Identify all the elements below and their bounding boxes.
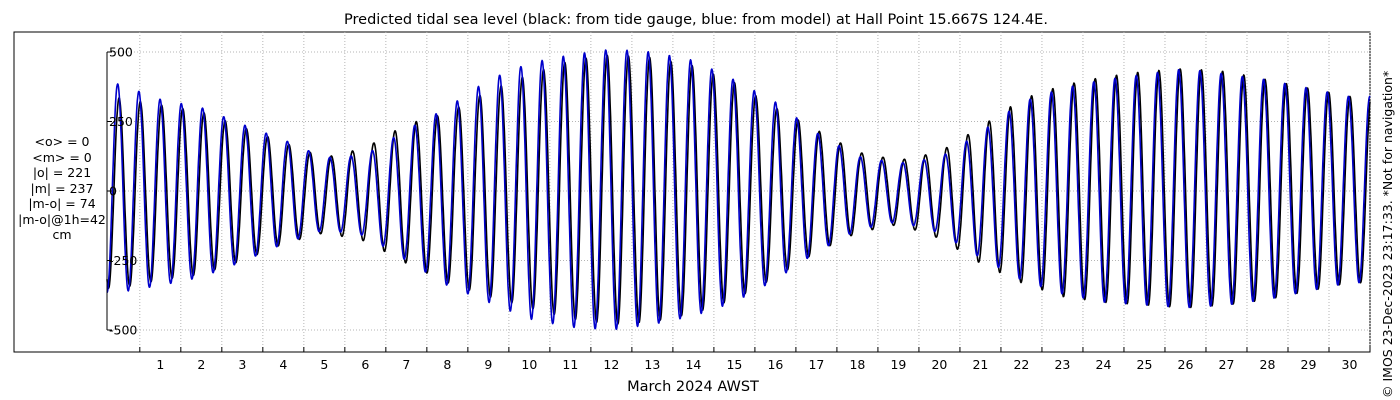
x-tick-label: 18 xyxy=(849,357,865,372)
x-tick-label: 5 xyxy=(320,357,328,372)
x-tick-label: 12 xyxy=(603,357,619,372)
series-layer xyxy=(106,49,1371,331)
y-tick-label: 0 xyxy=(109,184,117,199)
x-axis-label: March 2024 AWST xyxy=(627,379,759,395)
stat-mean-model: <m> = 0 xyxy=(32,149,92,165)
y-tick-label: 250 xyxy=(109,114,133,129)
x-tick-label: 30 xyxy=(1342,357,1358,372)
x-tick-label: 2 xyxy=(197,357,205,372)
x-tick-label: 23 xyxy=(1054,357,1070,372)
copyright-note: © IMOS 23-Dec-2023 23:17:33. *Not for na… xyxy=(1380,70,1395,398)
series-line-tide-gauge xyxy=(106,54,1371,325)
chart-title: Predicted tidal sea level (black: from t… xyxy=(344,12,1048,28)
x-tick-label: 1 xyxy=(156,357,164,372)
y-tick-label: -250 xyxy=(109,253,137,268)
stat-abs-diff: |m-o| = 74 xyxy=(28,196,96,211)
x-tick-label: 24 xyxy=(1096,357,1112,372)
x-tick-label: 20 xyxy=(931,357,947,372)
x-tick-label: 26 xyxy=(1178,357,1194,372)
stat-mean-observed: <o> = 0 xyxy=(34,134,90,149)
x-tick-label: 6 xyxy=(361,357,369,372)
x-tick-label: 15 xyxy=(726,357,742,372)
x-tick-label: 14 xyxy=(685,357,701,372)
x-tick-label: 3 xyxy=(238,357,246,372)
y-tick-label: -500 xyxy=(109,323,137,338)
x-tick-label: 8 xyxy=(443,357,451,372)
x-tick-label: 19 xyxy=(890,357,906,372)
stat-abs-model: |m| = 237 xyxy=(30,180,94,196)
y-tick-label: 500 xyxy=(109,45,133,60)
x-tick-label: 4 xyxy=(279,357,287,372)
x-tick-label: 11 xyxy=(562,357,578,372)
x-tick-label: 22 xyxy=(1013,357,1029,372)
x-tick-label: 16 xyxy=(767,357,783,372)
x-tick-label: 10 xyxy=(521,357,537,372)
x-tick-label: 27 xyxy=(1219,357,1235,372)
x-tick-label: 7 xyxy=(402,357,410,372)
x-tick-label: 13 xyxy=(644,357,660,372)
x-tick-label: 17 xyxy=(808,357,824,372)
stat-abs-observed: |o| = 221 xyxy=(32,165,92,180)
x-tick-label: 29 xyxy=(1301,357,1317,372)
x-tick-label: 28 xyxy=(1260,357,1276,372)
x-tick-label: 25 xyxy=(1137,357,1153,372)
x-tick-label: 21 xyxy=(972,357,988,372)
x-tick-label: 9 xyxy=(484,357,492,372)
series-line-model xyxy=(106,49,1371,331)
stats-panel: <o> = 0 <m> = 0 |o| = 221 |m| = 237 |m-o… xyxy=(0,134,124,243)
stat-abs-diff-1h: |m-o|@1h=42 xyxy=(18,211,106,227)
stat-unit: cm xyxy=(52,227,72,242)
